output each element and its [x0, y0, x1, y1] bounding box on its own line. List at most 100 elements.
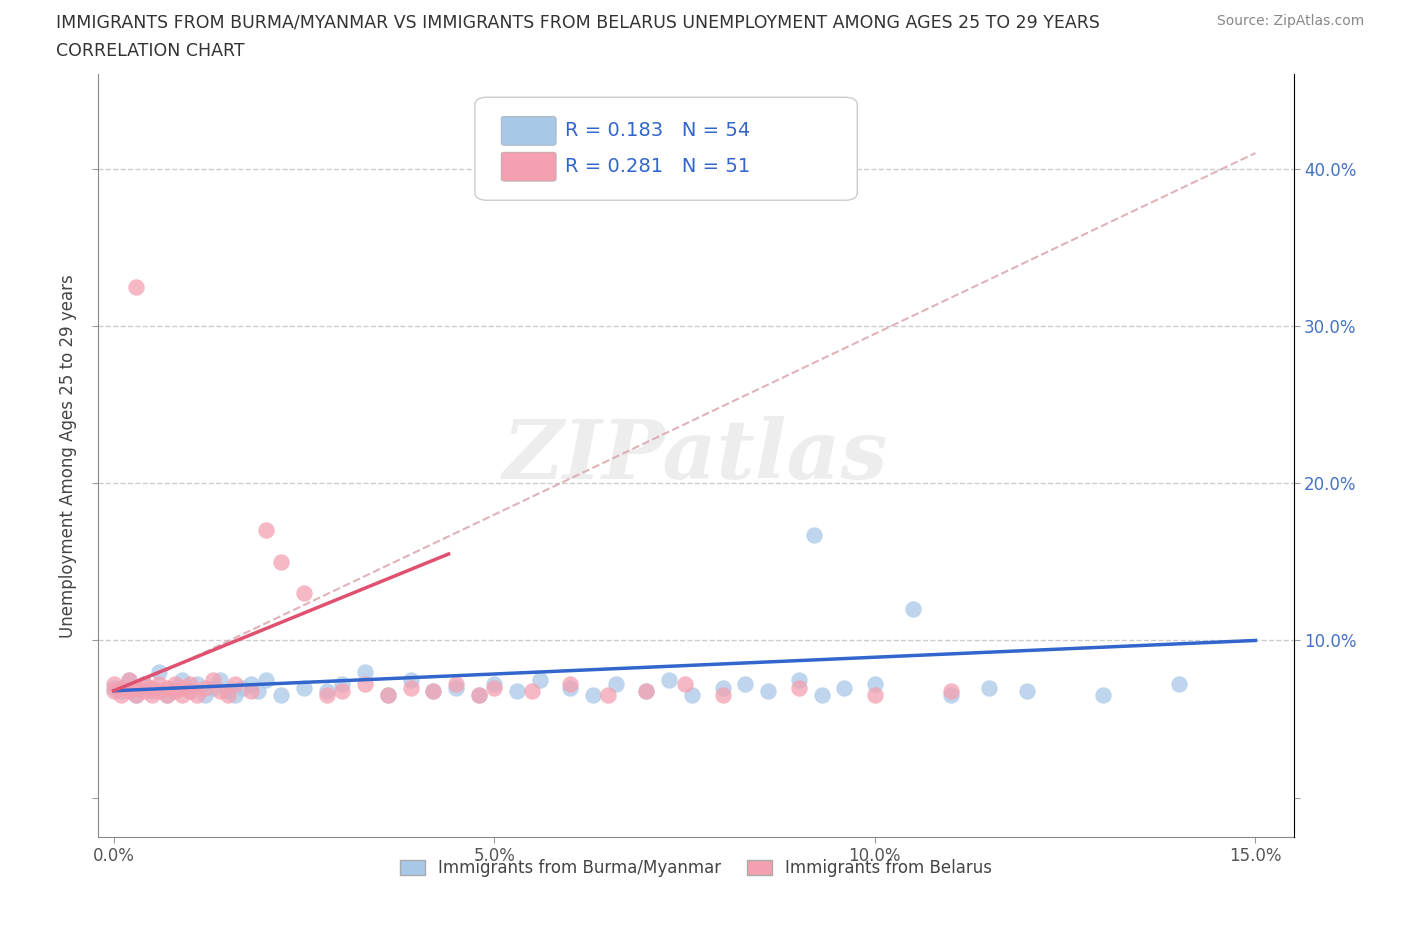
Point — [636, 684, 658, 698]
Point — [681, 688, 703, 703]
Point — [901, 602, 924, 617]
Point — [156, 680, 179, 695]
Point — [132, 677, 155, 692]
Legend: Immigrants from Burma/Myanmar, Immigrants from Belarus: Immigrants from Burma/Myanmar, Immigrant… — [394, 852, 998, 883]
Point — [803, 527, 825, 542]
Point — [118, 672, 141, 687]
Point — [673, 677, 696, 692]
Point — [834, 680, 856, 695]
Point — [522, 684, 544, 698]
Text: IMMIGRANTS FROM BURMA/MYANMAR VS IMMIGRANTS FROM BELARUS UNEMPLOYMENT AMONG AGES: IMMIGRANTS FROM BURMA/MYANMAR VS IMMIGRA… — [56, 14, 1099, 32]
Point — [658, 672, 681, 687]
Point — [239, 677, 262, 692]
Point — [172, 688, 194, 703]
Point — [711, 688, 734, 703]
Point — [330, 677, 353, 692]
Point — [787, 672, 810, 687]
Point — [444, 680, 467, 695]
Point — [141, 684, 163, 698]
Point — [132, 684, 155, 698]
Text: ZIPatlas: ZIPatlas — [503, 416, 889, 496]
Point — [711, 680, 734, 695]
Point — [270, 554, 292, 569]
Text: Source: ZipAtlas.com: Source: ZipAtlas.com — [1216, 14, 1364, 28]
Point — [172, 672, 194, 687]
Point — [103, 680, 125, 695]
Point — [810, 688, 832, 703]
Point — [141, 680, 163, 695]
Point — [217, 688, 239, 703]
Point — [224, 677, 246, 692]
Point — [172, 680, 194, 695]
Point — [148, 677, 170, 692]
Point — [377, 688, 399, 703]
Point — [239, 684, 262, 698]
Point — [186, 688, 208, 703]
Point — [468, 688, 491, 703]
Point — [163, 677, 186, 692]
Point — [110, 684, 132, 698]
Point — [484, 677, 506, 692]
Point — [254, 523, 277, 538]
Point — [209, 672, 232, 687]
Point — [468, 688, 491, 703]
Point — [787, 680, 810, 695]
Text: CORRELATION CHART: CORRELATION CHART — [56, 42, 245, 60]
Point — [118, 684, 141, 698]
Point — [201, 672, 224, 687]
Point — [125, 279, 148, 294]
Point — [399, 672, 422, 687]
Point — [422, 684, 444, 698]
Point — [353, 664, 375, 679]
Point — [232, 680, 254, 695]
Point — [484, 680, 506, 695]
Point — [148, 664, 170, 679]
Point — [163, 684, 186, 698]
Point — [125, 688, 148, 703]
Point — [939, 684, 962, 698]
Point — [560, 677, 582, 692]
Point — [209, 684, 232, 698]
Point — [132, 677, 155, 692]
Point — [179, 684, 201, 698]
Point — [194, 688, 217, 703]
Point — [399, 680, 422, 695]
Point — [179, 684, 201, 698]
Point — [636, 684, 658, 698]
Text: R = 0.281   N = 51: R = 0.281 N = 51 — [565, 157, 749, 176]
FancyBboxPatch shape — [475, 98, 858, 200]
Point — [103, 684, 125, 698]
Point — [156, 688, 179, 703]
Point — [110, 688, 132, 703]
Point — [444, 677, 467, 692]
Point — [270, 688, 292, 703]
Point — [598, 688, 620, 703]
Point — [224, 688, 246, 703]
Point — [163, 680, 186, 695]
Point — [560, 680, 582, 695]
Point — [330, 684, 353, 698]
Point — [194, 680, 217, 695]
Point — [939, 688, 962, 703]
Point — [254, 672, 277, 687]
Point — [156, 688, 179, 703]
Point — [863, 688, 886, 703]
Point — [315, 684, 337, 698]
Point — [217, 684, 239, 698]
Point — [247, 684, 270, 698]
Point — [125, 688, 148, 703]
FancyBboxPatch shape — [501, 153, 557, 181]
Y-axis label: Unemployment Among Ages 25 to 29 years: Unemployment Among Ages 25 to 29 years — [59, 273, 77, 638]
Point — [201, 680, 224, 695]
Point — [103, 677, 125, 692]
Point — [529, 672, 551, 687]
Point — [582, 688, 605, 703]
Point — [292, 680, 315, 695]
Point — [148, 684, 170, 698]
Point — [1168, 677, 1191, 692]
Text: R = 0.183   N = 54: R = 0.183 N = 54 — [565, 121, 749, 140]
Point — [110, 680, 132, 695]
Point — [1092, 688, 1115, 703]
Point — [734, 677, 756, 692]
Point — [756, 684, 779, 698]
